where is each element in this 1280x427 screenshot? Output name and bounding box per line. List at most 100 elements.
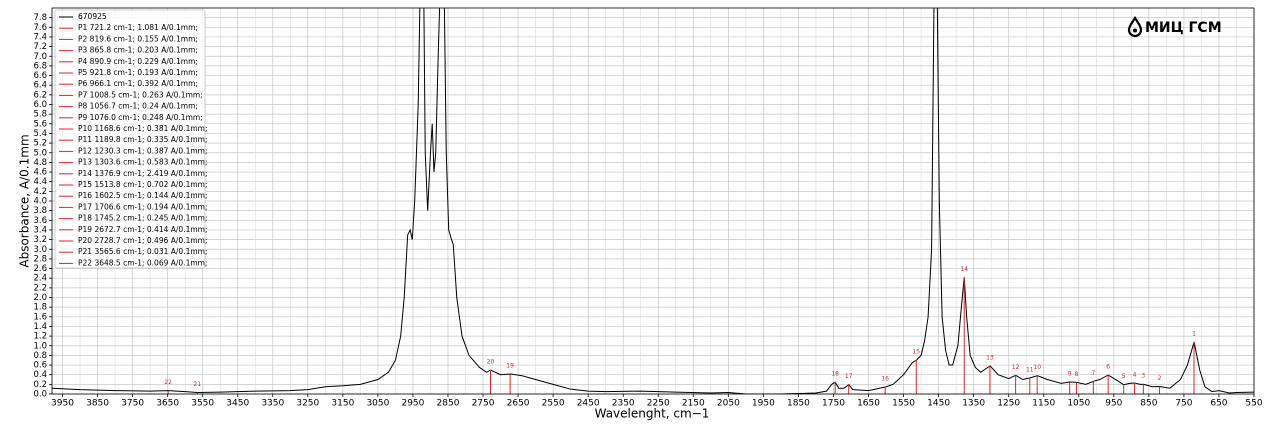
legend-box [54,9,206,269]
legend-label: P9 1076.0 cm-1; 0.248 A/0.1mm; [78,113,203,122]
legend-label: P19 2672.7 cm-1; 0.414 A/0.1mm; [78,225,207,234]
x-tick-label: 3550 [191,399,214,409]
peak-label: 3 [1141,373,1145,380]
peak-label: 21 [193,381,201,388]
y-tick-label: 5.2 [33,139,47,149]
y-tick-label: 3.8 [33,206,47,216]
y-tick-label: 5.6 [33,119,47,129]
x-tick-label: 550 [1245,399,1262,409]
y-tick-label: 0.8 [33,351,47,361]
legend-label: P11 1189.8 cm-1; 0.335 A/0.1mm; [78,135,207,144]
y-tick-label: 1.4 [33,322,47,332]
legend-label: 670925 [78,12,107,21]
x-tick-label: 2850 [437,399,460,409]
y-tick-label: 1.2 [33,332,47,342]
x-tick-label: 1350 [962,399,985,409]
y-tick-label: 0.6 [33,361,47,371]
x-tick-label: 2950 [401,399,424,409]
peak-label: 1 [1192,330,1196,337]
x-tick-label: 1750 [822,399,845,409]
y-axis-label: Absorbance, A/0.1mm [18,134,32,267]
x-tick-label: 3250 [296,399,319,409]
legend-label: P3 865.8 cm-1; 0.203 A/0.1mm; [78,46,198,55]
x-tick-label: 2050 [717,399,740,409]
y-tick-label: 3.6 [33,216,47,226]
x-tick-label: 1150 [1032,399,1055,409]
x-tick-label: 3850 [86,399,109,409]
legend-label: P4 890.9 cm-1; 0.229 A/0.1mm; [78,57,198,66]
ticks: 0.00.20.40.60.81.01.21.41.61.82.02.22.42… [33,13,1262,408]
y-tick-label: 0.2 [33,380,47,390]
x-tick-label: 3650 [156,399,179,409]
y-tick-label: 5.4 [33,129,47,139]
legend-label: P14 1376.9 cm-1; 2.419 A/0.1mm; [78,169,207,178]
y-tick-label: 2.4 [33,274,47,284]
x-tick-label: 1650 [857,399,880,409]
y-tick-label: 2.0 [33,293,47,303]
legend-label: P10 1168.6 cm-1; 0.381 A/0.1mm; [78,124,207,133]
legend-label: P16 1602.5 cm-1; 0.144 A/0.1mm; [78,191,207,200]
x-tick-label: 2550 [542,399,565,409]
x-tick-label: 1250 [997,399,1020,409]
x-tick-label: 3750 [121,399,144,409]
peak-label: 6 [1106,364,1110,371]
peak-label: 19 [506,363,514,370]
x-tick-label: 1850 [787,399,810,409]
logo-text: МИЦ ГСМ [1145,20,1222,36]
peak-label: 10 [1033,364,1041,371]
y-tick-label: 4.6 [33,168,47,178]
x-tick-label: 850 [1140,399,1157,409]
peak-label: 12 [1012,364,1020,371]
x-tick-label: 2650 [507,399,530,409]
y-tick-label: 5.8 [33,110,47,120]
y-tick-label: 3.2 [33,235,47,245]
legend-label: P22 3648.5 cm-1; 0.069 A/0.1mm; [78,258,207,267]
y-tick-label: 5.0 [33,148,47,158]
x-tick-label: 2450 [577,399,600,409]
y-tick-label: 7.8 [33,13,47,23]
x-tick-label: 2150 [682,399,705,409]
peak-label: 15 [912,349,920,356]
peak-label: 7 [1091,370,1095,377]
x-tick-label: 650 [1210,399,1227,409]
peak-label: 22 [164,379,172,386]
peak-label: 18 [831,371,839,378]
y-tick-label: 1.0 [33,341,47,351]
peak-label: 16 [881,376,889,383]
y-tick-label: 7.2 [33,42,47,52]
x-tick-label: 1950 [752,399,775,409]
legend-label: P20 2728.7 cm-1; 0.496 A/0.1mm; [78,236,207,245]
x-tick-label: 1050 [1067,399,1090,409]
legend-label: P5 921.8 cm-1; 0.193 A/0.1mm; [78,68,198,77]
y-tick-label: 4.2 [33,187,47,197]
x-axis-label: Wavelenght, cm−1 [595,407,710,421]
x-tick-label: 2750 [472,399,495,409]
legend-label: P6 966.1 cm-1; 0.392 A/0.1mm; [78,79,198,88]
logo-icon-dot [1133,28,1137,33]
grid [52,8,1255,395]
y-tick-label: 0.0 [33,390,47,400]
y-tick-label: 4.4 [33,177,47,187]
peak-label: 8 [1075,371,1079,378]
peak-label: 5 [1122,373,1126,380]
peak-label: 9 [1068,371,1072,378]
y-tick-label: 3.0 [33,245,47,255]
legend-label: P17 1706.6 cm-1; 0.194 A/0.1mm; [78,202,207,211]
y-tick-label: 3.4 [33,225,47,235]
legend-label: P7 1008.5 cm-1; 0.263 A/0.1mm; [78,90,203,99]
x-tick-label: 3450 [226,399,249,409]
x-tick-label: 3050 [366,399,389,409]
y-tick-label: 7.0 [33,52,47,62]
peak-label: 14 [960,266,968,273]
peak-label: 11 [1026,366,1034,373]
x-tick-label: 1450 [927,399,950,409]
peak-label: 2 [1158,375,1162,382]
y-tick-label: 7.4 [33,32,47,42]
x-tick-label: 950 [1105,399,1122,409]
y-tick-label: 2.2 [33,283,47,293]
y-tick-label: 1.8 [33,303,47,313]
legend-label: P15 1513.8 cm-1; 0.702 A/0.1mm; [78,180,207,189]
y-tick-label: 2.8 [33,254,47,264]
x-tick-label: 750 [1175,399,1192,409]
